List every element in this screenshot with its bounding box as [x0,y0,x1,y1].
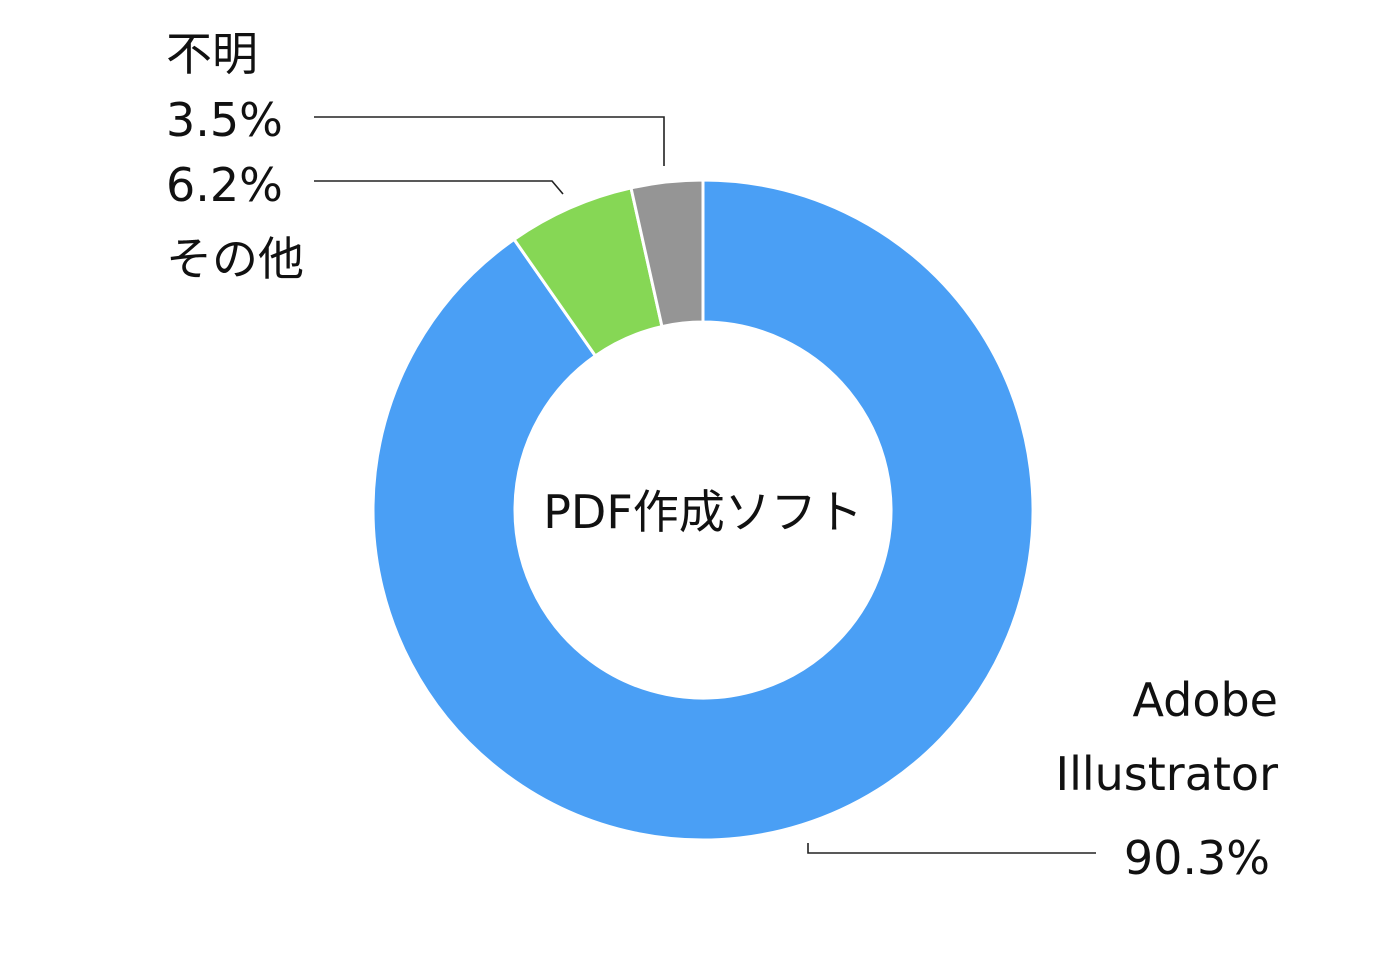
slice-label-unknown: 不明 [166,27,258,81]
center-label: PDF作成ソフト [543,485,863,539]
slice-label-adobe-line1: Adobe [1132,673,1278,727]
leader-line-other [314,180,564,195]
slice-value-other: 6.2% [166,158,283,212]
slice-value-adobe: 90.3% [1124,831,1270,885]
slice-unknown [629,178,705,329]
slice-label-adobe-line2: Illustrator [1056,747,1279,801]
slice-label-other: その他 [166,232,304,286]
leader-line-adobe [807,843,1096,854]
slice-value-unknown: 3.5% [166,93,283,147]
slices-layer [371,178,1035,842]
slice-adobe-illustrator [371,178,1035,842]
leader-line-unknown [314,116,665,166]
